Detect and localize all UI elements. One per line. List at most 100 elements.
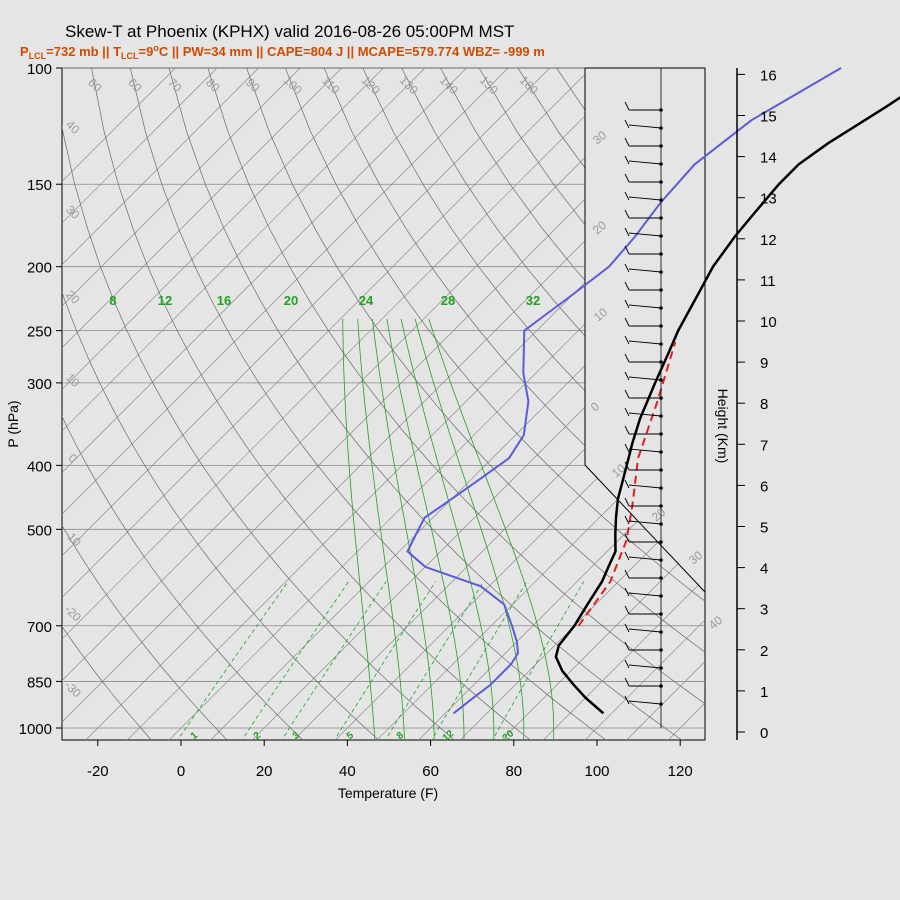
moist-adiabat: [400, 318, 495, 740]
height-tick-label: 12: [760, 232, 777, 249]
isotherm-line: [62, 68, 551, 740]
dry-adiabat: [62, 68, 230, 740]
wind-barb-flag: [624, 173, 630, 183]
wind-barb-flag: [624, 407, 630, 417]
wind-barb: [628, 376, 662, 381]
wind-barb-flag: [624, 335, 630, 345]
isotherm-line: [62, 68, 218, 740]
height-tick-label: 14: [760, 150, 777, 167]
isotherm-line: [499, 68, 705, 740]
dry-adiabat: [323, 68, 705, 740]
y-tick-label: 400: [27, 458, 52, 475]
mixing-ratio-label: 8: [395, 730, 407, 742]
isotherm-line: [62, 68, 675, 740]
wind-barb: [628, 196, 662, 201]
height-tick-label: 7: [760, 437, 768, 454]
wind-barb-flag: [624, 695, 630, 705]
barb-point: [659, 126, 663, 130]
mixing-ratio-label: 5: [345, 730, 357, 742]
isotherm-line: [62, 68, 384, 740]
parcel-line: [577, 341, 677, 627]
wind-barb-flag: [624, 317, 630, 327]
mixing-ratio-lines: [175, 581, 585, 740]
height-tick-label: 5: [760, 520, 768, 537]
wind-barb-flag: [624, 587, 630, 597]
wind-barb-flag: [624, 191, 630, 201]
wind-barb-flag: [624, 155, 630, 165]
wind-barb-flag: [624, 263, 630, 273]
wind-barb-flag: [624, 515, 630, 525]
moist-adiabat: [386, 318, 465, 740]
wind-barb-flag: [624, 245, 630, 255]
moist-adiabat-label: 8: [109, 293, 116, 308]
isotherm-line: [541, 68, 705, 740]
wind-barb-flag: [624, 371, 630, 381]
isotherm-line: [582, 68, 705, 740]
wind-barb: [628, 664, 662, 669]
height-tick-label: 0: [760, 725, 768, 742]
x-axis: -20 0 20 40 60 80 100 120: [87, 740, 693, 780]
wind-barb: [628, 520, 662, 525]
wind-barb-flag: [624, 425, 630, 435]
wind-barb: [628, 592, 662, 597]
y-tick-label: 200: [27, 260, 52, 277]
wind-barb-flag: [624, 281, 630, 291]
wind-barb-flag: [624, 137, 630, 147]
height-tick-label: 9: [760, 355, 768, 372]
isotherm-line: [62, 68, 343, 740]
wind-barb: [628, 628, 662, 633]
dry-adiabat: [62, 68, 458, 740]
dry-adiabat: [284, 68, 705, 740]
moist-adiabat-label: 32: [526, 293, 540, 308]
wind-barb-flag: [624, 443, 630, 453]
wind-barb-flag: [624, 299, 630, 309]
isotherm-line: [62, 68, 176, 740]
height-tick-label: 2: [760, 643, 768, 660]
x-tick-label: 120: [668, 763, 693, 780]
dewpoint-line: [406, 67, 842, 715]
moist-adiabat: [428, 318, 555, 740]
wind-barb-flag: [624, 677, 630, 687]
chart-title: Skew-T at Phoenix (KPHX) valid 2016-08-2…: [65, 22, 514, 41]
wind-barb: [628, 124, 662, 129]
x-tick-label: 0: [177, 763, 185, 780]
height-tick-label: 13: [760, 191, 777, 208]
height-axis-title: Height (Km): [715, 389, 731, 464]
moist-adiabat-label: 20: [284, 293, 298, 308]
moist-adiabat-lines: [342, 318, 555, 740]
mixing-ratio-line: [332, 581, 436, 740]
isotherm-line: [62, 68, 592, 740]
moist-adiabat: [414, 318, 525, 740]
x-tick-label: 20: [256, 763, 273, 780]
wind-barb: [628, 556, 662, 561]
moist-adiabat-label: 16: [217, 293, 231, 308]
wind-barb-flag: [624, 533, 630, 543]
dry-adiabat: [129, 68, 609, 740]
wind-barb: [628, 268, 662, 273]
wind-barb: [628, 700, 662, 705]
x-axis-title: Temperature (F): [338, 785, 438, 801]
wind-barb: [628, 448, 662, 453]
wind-barb-flag: [624, 353, 630, 363]
height-tick-label: 1: [760, 684, 768, 701]
wind-barb-flag: [624, 497, 630, 507]
wind-barb-flag: [624, 569, 630, 579]
moist-adiabat: [357, 318, 405, 740]
wind-barb-flag: [624, 209, 630, 219]
dry-adiabat: [246, 68, 705, 740]
isotherm-line: [62, 68, 634, 740]
moist-adiabat-label: 28: [441, 293, 455, 308]
wind-barb-flag: [624, 227, 630, 237]
x-tick-label: 60: [422, 763, 439, 780]
y-tick-label: 850: [27, 674, 52, 691]
moist-adiabat: [342, 318, 376, 740]
moist-adiabat-label: 24: [359, 293, 374, 308]
isotherm-line: [416, 68, 705, 740]
height-tick-label: 6: [760, 478, 768, 495]
mixing-ratio-line: [491, 581, 585, 740]
isotherm-line: [62, 68, 301, 740]
mixing-ratio-label: 1: [189, 730, 201, 742]
